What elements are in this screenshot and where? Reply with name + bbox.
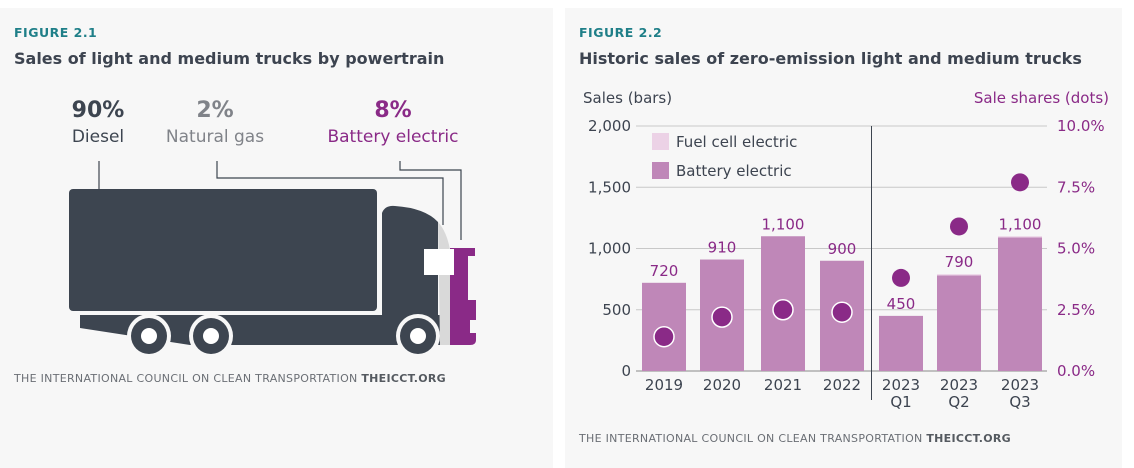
x-tick-label: 2020	[703, 376, 741, 394]
y-axis-title: Sales (bars)	[583, 89, 672, 107]
diesel-percent: 90%	[71, 98, 125, 123]
y-tick-label: 500	[602, 301, 631, 319]
x-tick-label: 2019	[645, 376, 683, 394]
x-tick-label: 2022	[823, 376, 861, 394]
share-dot	[772, 299, 794, 321]
source-text: THE INTERNATIONAL COUNCIL ON CLEAN TRANS…	[14, 372, 358, 385]
y-tick-label: 1,000	[588, 240, 631, 258]
bar-value-label: 1,100	[999, 215, 1042, 233]
battery-leader-line	[399, 161, 462, 240]
x-tick-label: Q1	[890, 393, 911, 411]
cab-window	[424, 249, 454, 275]
x-tick-label: 2021	[764, 376, 802, 394]
y-tick-label: 1,500	[588, 178, 631, 196]
figure-title: Sales of light and medium trucks by powe…	[14, 49, 445, 68]
legend-swatch-battery	[652, 162, 669, 179]
bar-value-label: 900	[828, 240, 857, 258]
legend-swatch-fuel-cell	[652, 133, 669, 150]
figure-2-2-panel: FIGURE 2.2 Historic sales of zero-emissi…	[565, 8, 1122, 468]
bar-value-label: 790	[945, 253, 974, 271]
y2-axis-title: Sale shares (dots)	[974, 89, 1109, 107]
x-tick-label: Q3	[1009, 393, 1030, 411]
legend-label-fuel-cell: Fuel cell electric	[676, 133, 797, 151]
bar-value-label: 910	[708, 239, 737, 257]
figure-label: FIGURE 2.1	[14, 25, 98, 40]
cargo-box	[69, 189, 377, 311]
battery-percent: 8%	[374, 98, 412, 123]
source-url[interactable]: THEICCT.ORG	[361, 372, 446, 385]
natural-gas-percent: 2%	[196, 98, 234, 123]
diesel-label: Diesel	[71, 127, 125, 147]
bar-battery-electric	[879, 315, 923, 371]
share-dot	[892, 268, 910, 287]
y-tick-label: 2,000	[588, 117, 631, 135]
legend-label-battery: Battery electric	[676, 162, 792, 180]
source-credit: THE INTERNATIONAL COUNCIL ON CLEAN TRANS…	[579, 432, 1011, 445]
figure-2-1-panel: FIGURE 2.1 Sales of light and medium tru…	[0, 8, 553, 468]
figure-label: FIGURE 2.2	[579, 25, 663, 40]
bar-battery-electric	[998, 237, 1042, 371]
cab-diesel	[382, 205, 438, 345]
share-dot	[831, 301, 853, 323]
share-dot	[950, 217, 968, 236]
bar-fuel-cell-electric	[998, 236, 1042, 238]
x-tick-label: 2023	[940, 376, 978, 394]
x-tick-label: Q2	[948, 393, 969, 411]
y2-tick-label: 5.0%	[1057, 240, 1095, 258]
y2-tick-label: 2.5%	[1057, 301, 1095, 319]
wheels	[127, 314, 440, 358]
source-text: THE INTERNATIONAL COUNCIL ON CLEAN TRANS…	[579, 432, 923, 445]
figure-title: Historic sales of zero-emission light an…	[579, 49, 1082, 68]
natural-gas-leader-line	[216, 161, 444, 225]
cab-battery-electric	[450, 248, 476, 345]
bar-value-label: 1,100	[762, 215, 805, 233]
natural-gas-label: Natural gas	[165, 127, 265, 147]
source-url[interactable]: THEICCT.ORG	[926, 432, 1011, 445]
source-credit: THE INTERNATIONAL COUNCIL ON CLEAN TRANS…	[14, 372, 446, 385]
share-dot	[711, 306, 733, 328]
legend: Fuel cell electric Battery electric	[652, 133, 797, 180]
y-tick-label: 0	[621, 362, 631, 380]
x-tick-label: 2023	[882, 376, 920, 394]
share-dot	[653, 325, 675, 348]
y2-tick-label: 7.5%	[1057, 178, 1095, 196]
share-dot	[1011, 173, 1029, 192]
bar-fuel-cell-electric	[937, 274, 981, 276]
bar-value-label: 450	[887, 295, 916, 313]
y2-tick-label: 10.0%	[1057, 117, 1105, 135]
y2-tick-label: 0.0%	[1057, 362, 1095, 380]
x-tick-label: 2023	[1001, 376, 1039, 394]
bar-battery-electric	[937, 275, 981, 371]
bar-value-label: 720	[650, 262, 679, 280]
truck-illustration	[69, 161, 476, 358]
battery-label: Battery electric	[327, 127, 459, 147]
